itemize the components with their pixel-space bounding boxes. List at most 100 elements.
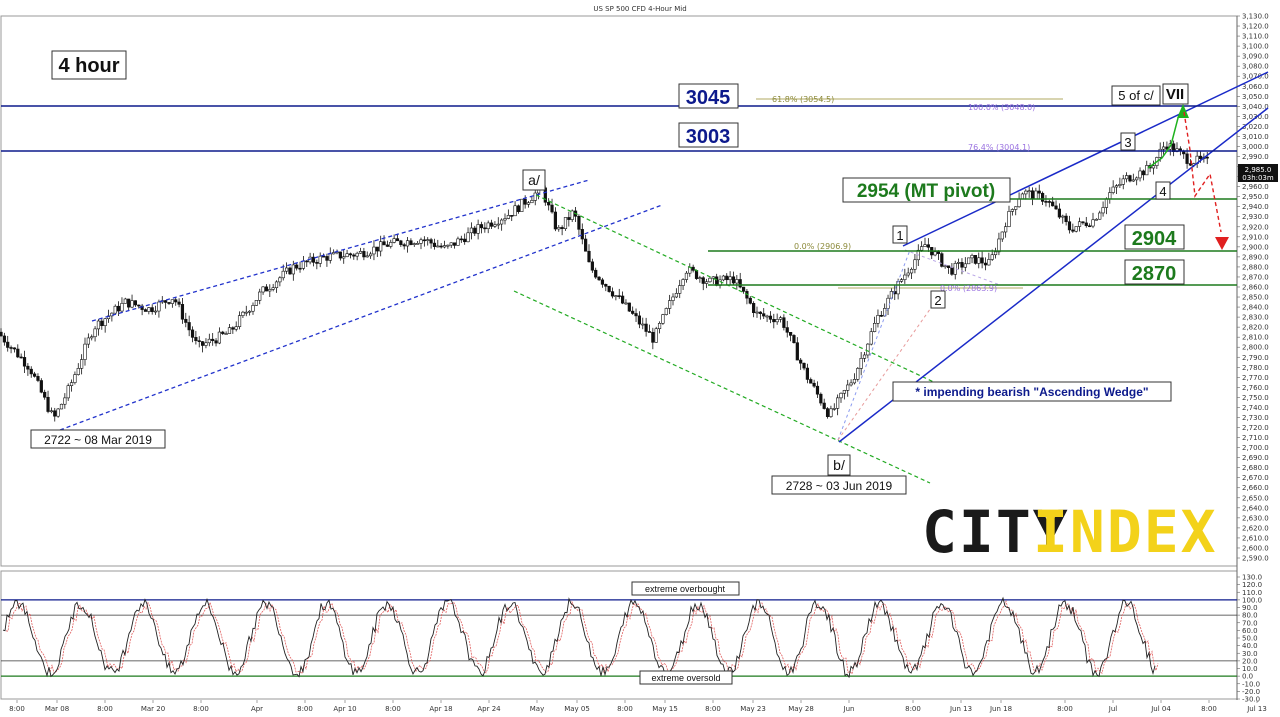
candle-body xyxy=(328,253,332,261)
svg-text:2728 ~ 03 Jun 2019: 2728 ~ 03 Jun 2019 xyxy=(786,479,893,493)
price-tick-label: 3,030.0 xyxy=(1242,113,1269,121)
candle-body xyxy=(382,241,386,246)
candle-body xyxy=(53,410,57,417)
trend-channels xyxy=(59,71,1269,484)
candle-body xyxy=(36,376,40,381)
candle-body xyxy=(254,300,258,306)
price-tick-label: 2,830.0 xyxy=(1242,314,1269,322)
price-tick-label: 3,070.0 xyxy=(1242,73,1269,81)
candle-body xyxy=(1041,192,1045,202)
osc-tick-label: 130.0 xyxy=(1242,574,1262,582)
candle-body xyxy=(288,267,292,275)
candle-body xyxy=(295,264,299,269)
candle-body xyxy=(237,315,242,327)
candle-body xyxy=(792,335,796,343)
projection-arrows xyxy=(1147,104,1229,250)
price-tick-label: 2,640.0 xyxy=(1242,504,1269,512)
candle-body xyxy=(993,251,998,256)
candle-body xyxy=(1151,165,1156,169)
bar-timer: 03h:03m xyxy=(1242,174,1274,182)
candle-body xyxy=(963,263,967,268)
candle-body xyxy=(1084,222,1088,227)
candle-body xyxy=(0,331,3,337)
candle-body xyxy=(668,300,672,309)
svg-text:extreme overbought: extreme overbought xyxy=(645,584,726,594)
price-tick-label: 2,720.0 xyxy=(1242,424,1269,432)
brand-city: CITY xyxy=(922,498,1070,566)
candle-body xyxy=(846,384,850,391)
svg-text:3045: 3045 xyxy=(686,87,731,109)
time-tick-label: 8:00 xyxy=(1057,705,1073,713)
candle-body xyxy=(631,310,635,314)
candle-body xyxy=(563,217,568,229)
candle-body xyxy=(1125,175,1129,180)
candle-body xyxy=(926,244,930,248)
candle-body xyxy=(1104,198,1109,208)
time-tick-label: Jul xyxy=(1108,705,1118,713)
candle-body xyxy=(321,255,326,258)
osc-tick-label: 30.0 xyxy=(1242,650,1258,658)
candle-body xyxy=(318,255,322,264)
level-label-2904: 2904 xyxy=(1124,224,1185,250)
timeframe-box: 4 hour xyxy=(51,50,127,80)
candle-body xyxy=(738,279,742,288)
candle-body xyxy=(73,374,77,383)
candle-body xyxy=(90,336,94,339)
candle-body xyxy=(147,307,151,312)
price-tick-label: 2,790.0 xyxy=(1242,354,1269,362)
price-tick-label: 3,060.0 xyxy=(1242,83,1269,91)
candle-body xyxy=(553,211,557,230)
candle-body xyxy=(379,241,383,252)
osc-label-oversold: extreme oversold xyxy=(639,670,733,685)
candle-body xyxy=(29,368,33,375)
price-tick-label: 2,610.0 xyxy=(1242,534,1269,542)
candle-body xyxy=(1037,190,1041,194)
time-tick-label: 8:00 xyxy=(385,705,401,713)
candle-body xyxy=(187,322,191,331)
candle-body xyxy=(143,309,148,312)
svg-text:4: 4 xyxy=(1159,184,1166,199)
price-tick-label: 2,630.0 xyxy=(1242,514,1269,522)
candle-body xyxy=(19,356,23,359)
osc-tick-label: -30.0 xyxy=(1242,696,1260,704)
candle-body xyxy=(849,382,853,386)
osc-signal-line xyxy=(5,600,1159,675)
candle-body xyxy=(1047,201,1051,203)
candle-body xyxy=(1145,165,1149,176)
time-tick-label: May 05 xyxy=(564,705,590,713)
candle-body xyxy=(170,299,174,304)
candle-body xyxy=(970,255,974,259)
candle-body xyxy=(1098,212,1102,220)
candle-body xyxy=(1034,190,1038,200)
candle-body xyxy=(419,239,423,244)
candle-body xyxy=(436,245,440,248)
candle-body xyxy=(217,331,222,344)
candle-body xyxy=(261,286,265,293)
candle-body xyxy=(1061,215,1065,218)
candle-body xyxy=(748,297,752,304)
candle-body xyxy=(392,238,396,243)
candle-body xyxy=(332,252,336,255)
level-label-3003: 3003 xyxy=(678,122,739,148)
osc-tick-label: -10.0 xyxy=(1242,680,1260,688)
candle-body xyxy=(607,285,611,292)
price-tick-label: 2,740.0 xyxy=(1242,404,1269,412)
candle-body xyxy=(429,239,433,244)
candle-body xyxy=(180,304,185,320)
candle-body xyxy=(348,253,353,256)
svg-text:2904: 2904 xyxy=(1132,228,1177,250)
candle-body xyxy=(862,354,867,359)
candle-body xyxy=(86,337,90,345)
candle-body xyxy=(802,362,806,369)
candle-body xyxy=(197,340,201,342)
candle-body xyxy=(1051,201,1055,207)
candle-body xyxy=(651,332,655,343)
osc-tick-label: 0.0 xyxy=(1242,673,1253,681)
candle-body xyxy=(526,202,531,205)
price-tick-label: 2,930.0 xyxy=(1242,213,1269,221)
candle-body xyxy=(412,243,416,245)
candle-body xyxy=(550,204,554,213)
bearish-arrowhead xyxy=(1215,237,1229,250)
candle-body xyxy=(298,267,302,270)
